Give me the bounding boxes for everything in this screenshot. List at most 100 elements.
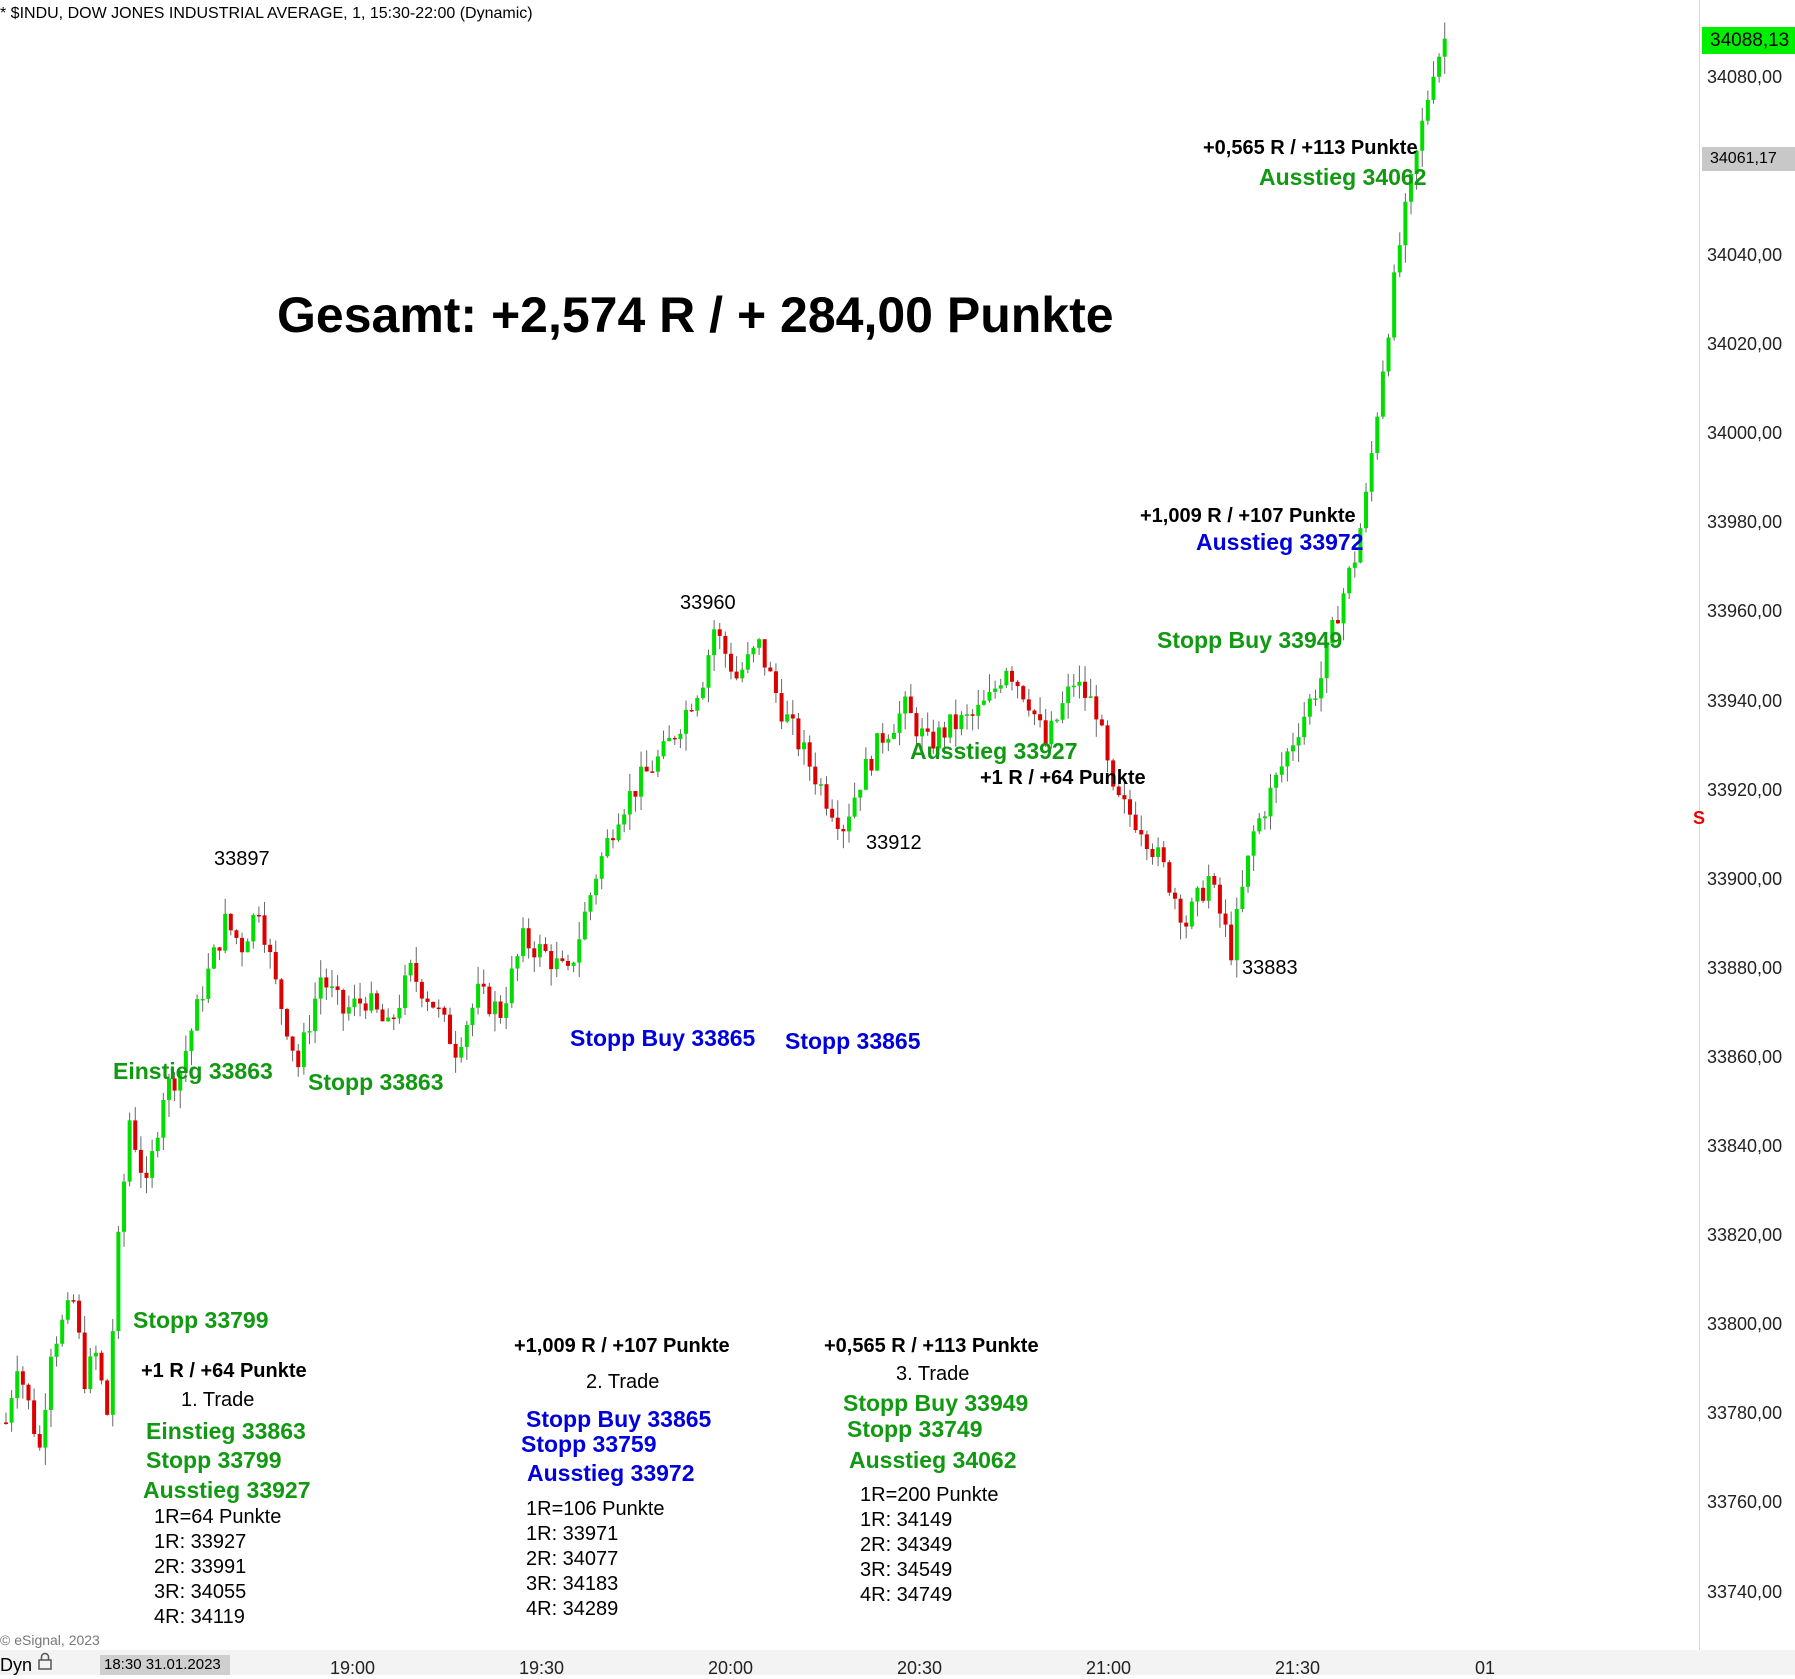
candle-up (858, 789, 863, 798)
candle-down (1122, 795, 1127, 800)
candle-up (195, 999, 200, 1031)
candle-down (436, 1007, 441, 1010)
candle-up (684, 709, 689, 734)
candle-up (751, 647, 756, 655)
trade-3-exit: Ausstieg 34062 (849, 1447, 1017, 1473)
candle-down (908, 696, 913, 714)
trade-1-level: 3R: 34055 (154, 1581, 247, 1603)
y-tick-label: 33880,00 (1707, 958, 1783, 978)
annotation-result: +1 R / +64 Punkte (980, 767, 1146, 789)
candle-down (419, 981, 424, 999)
candle-up (515, 956, 520, 969)
candle-down (1094, 696, 1099, 720)
candle-up (757, 639, 762, 648)
candle-down (32, 1400, 37, 1435)
candle-down (807, 742, 812, 767)
candle-up (1206, 875, 1211, 901)
candle-up (223, 913, 228, 951)
candle-up (397, 1007, 402, 1019)
candle-down (796, 718, 801, 750)
y-tick-label: 33920,00 (1707, 780, 1783, 800)
trade-1-stop: Stopp 33799 (146, 1447, 282, 1473)
candle-up (150, 1151, 155, 1178)
candle-up (1420, 120, 1425, 151)
swing-label: 33912 (866, 832, 922, 854)
candle-up (301, 1032, 306, 1068)
candle-up (116, 1231, 121, 1332)
candle-down (20, 1371, 25, 1385)
annotation-ausstieg: Ausstieg 33927 (910, 738, 1078, 764)
candle-up (802, 742, 807, 750)
candle-down (830, 808, 835, 818)
price-axis-divider (1699, 0, 1700, 1650)
trade-3-name: 3. Trade (896, 1363, 970, 1385)
candle-up (785, 714, 790, 722)
candle-down (1335, 620, 1340, 624)
candle-down (228, 913, 233, 931)
trade-1-level: 2R: 33991 (154, 1556, 247, 1578)
candle-down (1223, 913, 1228, 925)
trade-2-stop: Stopp 33759 (521, 1431, 657, 1457)
candle-down (431, 1001, 436, 1008)
candle-up (110, 1331, 115, 1415)
candle-down (835, 817, 840, 829)
candle-down (543, 944, 548, 952)
candle-down (1133, 814, 1138, 831)
candle-down (268, 944, 273, 953)
candle-up (554, 958, 559, 970)
price-axis[interactable] (1700, 0, 1795, 1650)
candle-up (15, 1371, 20, 1399)
candle-up (818, 784, 823, 786)
time-axis[interactable] (0, 1650, 1795, 1675)
candle-up (712, 629, 717, 656)
candle-up (1285, 751, 1290, 767)
candle-down (925, 728, 930, 732)
lock-icon[interactable] (38, 1652, 52, 1670)
trade-3-result: +0,565 R / +113 Punkte (824, 1335, 1039, 1357)
candle-down (1043, 720, 1048, 745)
candle-up (1234, 908, 1239, 961)
candle-down (1083, 681, 1088, 698)
candle-up (1380, 371, 1385, 417)
candle-up (1268, 787, 1273, 817)
copyright: © eSignal, 2023 (0, 1632, 100, 1648)
annotation-result: +0,565 R / +113 Punkte (1203, 137, 1418, 159)
candle-up (1071, 685, 1076, 688)
y-tick-label: 33760,00 (1707, 1492, 1783, 1512)
candle-down (1111, 760, 1116, 787)
candle-up (1060, 703, 1065, 720)
candle-up (1364, 491, 1369, 529)
candle-down (279, 979, 284, 1010)
candle-up (886, 738, 891, 743)
candle-down (779, 693, 784, 722)
candle-up (459, 1046, 464, 1058)
candle-up (1375, 416, 1380, 454)
candle-down (256, 914, 261, 917)
candle-up (599, 856, 604, 879)
candle-up (200, 998, 205, 1001)
candle-up (998, 685, 1003, 689)
candle-down (1212, 875, 1217, 885)
candle-up (920, 728, 925, 737)
candle-up (1352, 562, 1357, 568)
candle-down (970, 714, 975, 716)
candle-up (537, 944, 542, 958)
candle-up (605, 838, 610, 857)
trade-1-exit: Ausstieg 33927 (143, 1477, 311, 1503)
swing-label: 33883 (1242, 957, 1298, 979)
candle-down (363, 1003, 368, 1011)
trade-2-name: 2. Trade (586, 1371, 660, 1393)
candle-down (1178, 898, 1183, 923)
candle-down (931, 731, 936, 749)
candle-down (77, 1300, 82, 1333)
y-tick-label: 33840,00 (1707, 1136, 1783, 1156)
candle-down (1201, 887, 1206, 901)
candle-down (341, 989, 346, 1014)
candle-up (521, 928, 526, 957)
y-tick-label: 33780,00 (1707, 1403, 1783, 1423)
candle-down (942, 727, 947, 738)
y-tick-label: 33960,00 (1707, 601, 1783, 621)
dyn-label[interactable]: Dyn (0, 1655, 33, 1675)
candle-up (948, 714, 953, 738)
candle-down (813, 766, 818, 785)
